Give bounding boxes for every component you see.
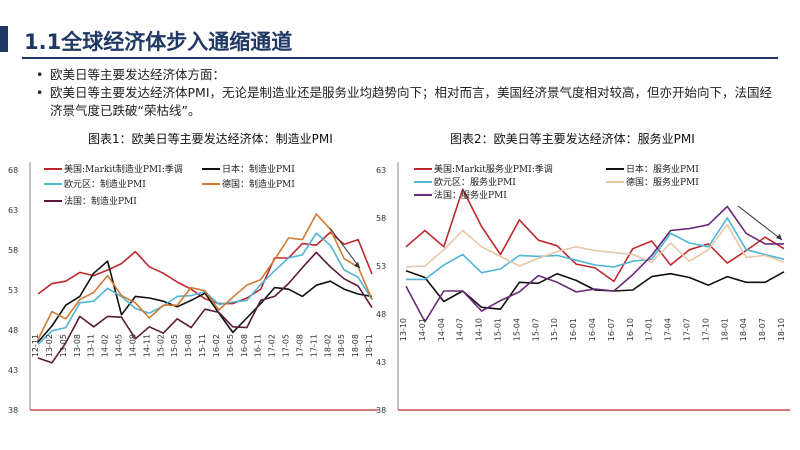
legend-label: 美国:Markit制造业PMI:季调 bbox=[64, 163, 183, 175]
x-tick-label: 17-08 bbox=[295, 334, 304, 357]
y-tick-label: 53 bbox=[8, 286, 18, 295]
title-divider bbox=[22, 57, 778, 59]
x-tick-label: 16-04 bbox=[588, 318, 597, 341]
bullet-item: 欧美日等主要发达经济体方面： bbox=[36, 66, 776, 84]
series-line-jp bbox=[37, 260, 373, 343]
x-tick-label: 18-07 bbox=[758, 318, 767, 341]
x-tick-label: 18-02 bbox=[323, 334, 332, 357]
x-tick-label: 15-02 bbox=[156, 334, 165, 357]
x-tick-label: 17-01 bbox=[645, 318, 654, 341]
x-tick-label: 15-11 bbox=[198, 334, 207, 357]
y-tick-label: 63 bbox=[376, 166, 386, 175]
series-line-us bbox=[405, 188, 785, 283]
x-tick-label: 15-04 bbox=[512, 318, 521, 341]
y-tick-label: 43 bbox=[376, 358, 386, 367]
y-tick-label: 48 bbox=[8, 326, 18, 335]
x-tick-label: 13-02 bbox=[45, 334, 54, 357]
y-tick-label: 38 bbox=[376, 406, 386, 415]
y-tick-label: 48 bbox=[376, 310, 386, 319]
x-tick-label: 14-07 bbox=[456, 318, 465, 341]
y-tick-label: 58 bbox=[8, 246, 18, 255]
trend-arrow-head bbox=[776, 234, 782, 240]
x-tick-label: 14-01 bbox=[418, 318, 427, 341]
x-tick-label: 15-08 bbox=[184, 334, 193, 357]
x-tick-label: 16-01 bbox=[569, 318, 578, 341]
chart2-caption: 图表2：欧美日等主要发达经济体：服务业PMI bbox=[450, 132, 695, 146]
legend-label: 欧元区：制造业PMI bbox=[64, 178, 146, 190]
x-tick-label: 16-05 bbox=[226, 334, 235, 357]
x-tick-label: 15-07 bbox=[531, 318, 540, 341]
x-tick-label: 13-05 bbox=[59, 334, 68, 357]
y-tick-label: 63 bbox=[8, 206, 18, 215]
x-tick-label: 15-05 bbox=[170, 334, 179, 357]
legend-label: 德国：制造业PMI bbox=[222, 178, 295, 190]
x-tick-label: 13-10 bbox=[399, 318, 408, 341]
legend-label: 日本：服务业PMI bbox=[626, 163, 699, 175]
x-tick-label: 17-04 bbox=[664, 318, 673, 341]
x-tick-label: 18-01 bbox=[720, 318, 729, 341]
trend-arrow bbox=[737, 205, 783, 241]
x-tick-label: 17-07 bbox=[683, 318, 692, 341]
y-tick-label: 53 bbox=[376, 262, 386, 271]
x-tick-label: 18-10 bbox=[777, 318, 786, 341]
y-tick-label: 68 bbox=[8, 166, 18, 175]
x-tick-label: 17-10 bbox=[701, 318, 710, 341]
series-line-ez bbox=[406, 217, 785, 281]
x-tick-label: 12-11 bbox=[31, 334, 40, 357]
x-tick-label: 18-05 bbox=[337, 334, 346, 357]
x-tick-label: 17-02 bbox=[268, 334, 277, 357]
x-tick-label: 14-04 bbox=[437, 318, 446, 341]
chart-1: 38 43 48 53 58 63 68 美国:Markit制造业PMI:季调 日本：制造业PM… bbox=[8, 162, 378, 415]
series-line-us bbox=[37, 231, 373, 305]
x-tick-label: 15-01 bbox=[494, 318, 503, 341]
bullet-list: 欧美日等主要发达经济体方面： 欧美日等主要发达经济体PMI，无论是制造业还是服务… bbox=[36, 66, 776, 120]
page-title: 1.1全球经济体步入通缩通道 bbox=[24, 30, 293, 54]
y-tick-label: 43 bbox=[8, 366, 18, 375]
x-tick-label: 16-07 bbox=[607, 318, 616, 341]
x-tick-label: 14-08 bbox=[128, 334, 137, 357]
x-tick-label: 17-11 bbox=[309, 334, 318, 357]
legend-label: 法国：服务业PMI bbox=[434, 189, 507, 201]
x-tick-label: 16-02 bbox=[212, 334, 221, 357]
legend-label: 美国:Markit服务业PMI:季调 bbox=[434, 163, 553, 175]
x-tick-label: 17-05 bbox=[282, 334, 291, 357]
x-tick-label: 13-11 bbox=[87, 334, 96, 357]
legend-label: 欧元区：服务业PMI bbox=[434, 176, 516, 188]
y-tick-label: 38 bbox=[8, 406, 18, 415]
chart1-caption: 图表1：欧美日等主要发达经济体：制造业PMI bbox=[88, 132, 333, 146]
title-accent-bar bbox=[0, 26, 8, 52]
x-tick-label: 14-02 bbox=[101, 334, 110, 357]
legend-label: 日本：制造业PMI bbox=[222, 163, 295, 175]
x-tick-label: 18-04 bbox=[739, 318, 748, 341]
x-tick-label: 14-10 bbox=[475, 318, 484, 341]
trend-arrow-head bbox=[354, 262, 360, 268]
series-line-deSvc bbox=[405, 223, 785, 268]
bullet-item: 欧美日等主要发达经济体PMI，无论是制造业还是服务业均趋势向下；相对而言，美国经… bbox=[36, 84, 776, 120]
x-tick-label: 14-11 bbox=[142, 334, 151, 357]
x-tick-label: 13-08 bbox=[73, 334, 82, 357]
chart-2: 38 43 48 53 58 63 美国:Markit服务业PMI:季调 日本：服务业PMI 欧… bbox=[376, 162, 790, 415]
x-tick-label: 18-11 bbox=[365, 334, 374, 357]
trend-arrow bbox=[329, 227, 361, 269]
series-line-ez bbox=[37, 232, 373, 345]
series-line-jp bbox=[405, 270, 785, 311]
x-tick-label: 18-08 bbox=[351, 334, 360, 357]
legend-label: 法国：制造业PMI bbox=[64, 195, 137, 207]
legend-label: 德国：服务业PMI bbox=[626, 176, 699, 188]
x-tick-label: 15-10 bbox=[550, 318, 559, 341]
series-line-fr bbox=[37, 251, 373, 364]
series-line-de bbox=[37, 213, 373, 340]
series-line-frSvc bbox=[405, 205, 784, 323]
x-tick-label: 14-05 bbox=[115, 334, 124, 357]
x-tick-label: 16-11 bbox=[254, 334, 263, 357]
x-tick-label: 16-10 bbox=[626, 318, 635, 341]
y-tick-label: 58 bbox=[376, 214, 386, 223]
x-tick-label: 16-08 bbox=[240, 334, 249, 357]
